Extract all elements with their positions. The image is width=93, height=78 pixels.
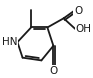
Text: HN: HN xyxy=(2,37,17,47)
Text: OH: OH xyxy=(76,24,92,34)
Text: O: O xyxy=(74,6,82,16)
Text: O: O xyxy=(49,66,57,76)
